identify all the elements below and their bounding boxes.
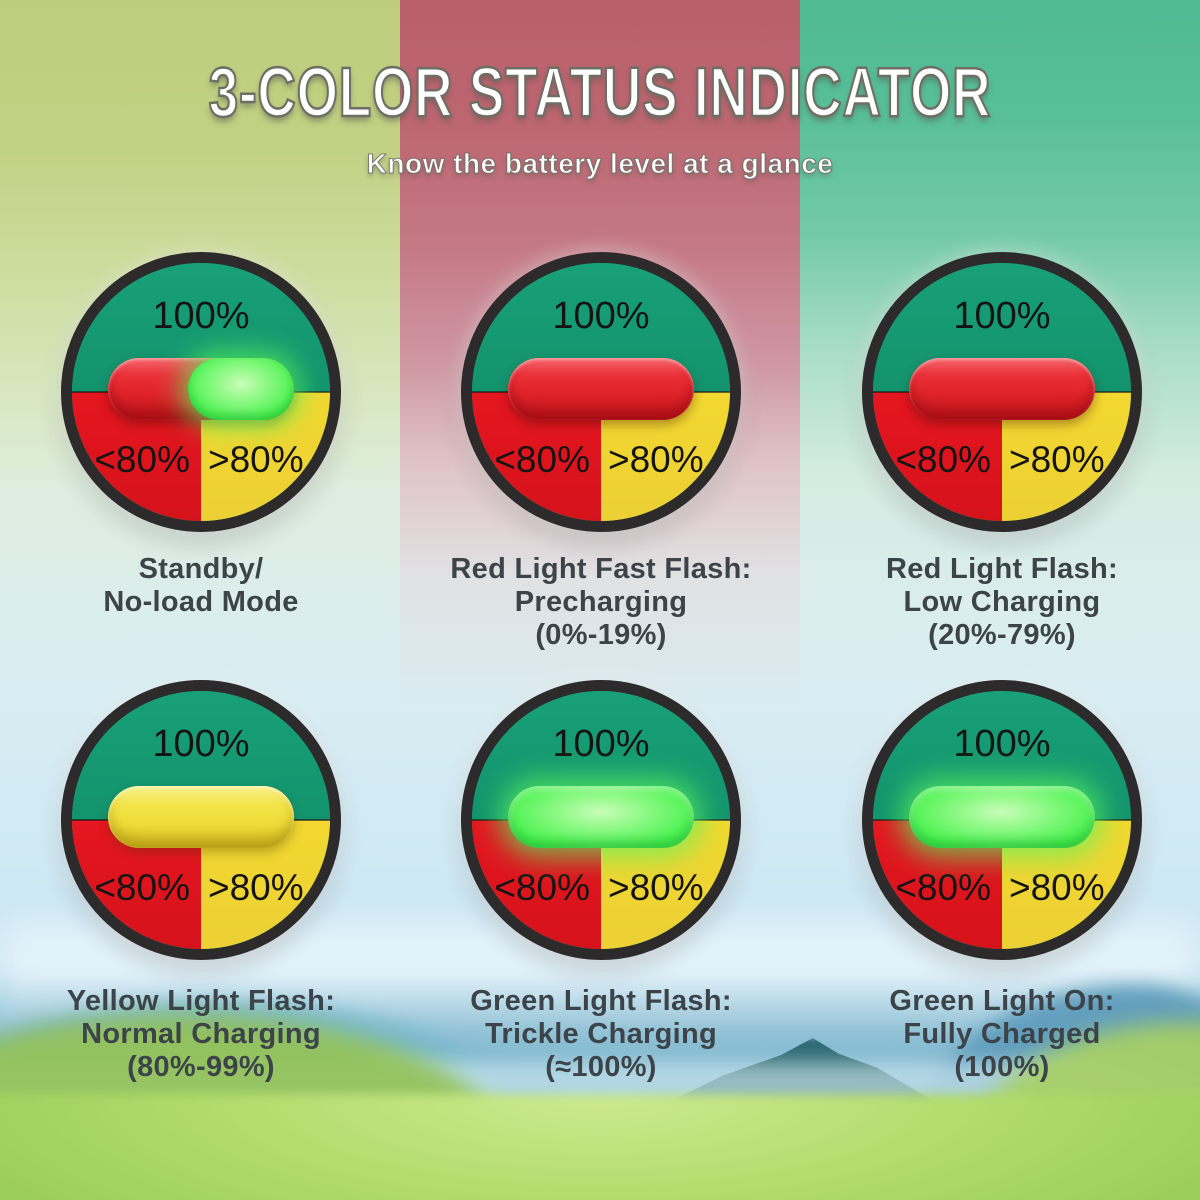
grass-field bbox=[0, 1094, 1200, 1200]
label-100: 100% bbox=[552, 295, 650, 337]
caption-line: Yellow Light Flash: bbox=[66, 985, 336, 1017]
caption-line: No-load Mode bbox=[103, 586, 299, 618]
label-under-80: <80% bbox=[494, 867, 590, 908]
label-over-80: >80% bbox=[1009, 439, 1105, 480]
caption-line: Red Light Fast Flash: bbox=[450, 553, 752, 585]
subtitle-wrap: Know the battery level at a glance bbox=[0, 148, 1200, 180]
label-over-80: >80% bbox=[208, 439, 304, 480]
caption-line: Precharging bbox=[514, 586, 688, 618]
label-under-80: <80% bbox=[94, 439, 190, 480]
indicator-dial-normal-charging: 100% <80% >80% bbox=[61, 680, 341, 960]
indicator-dial-trickle-charging: 100% <80% >80% bbox=[461, 680, 741, 960]
caption-fully-charged: Green Light On: Fully Charged (100%) bbox=[802, 985, 1200, 1084]
caption-standby: Standby/ No-load Mode bbox=[1, 553, 401, 619]
header: 3-COLOR STATUS INDICATOR bbox=[0, 52, 1200, 133]
led-pill-red bbox=[909, 358, 1095, 420]
caption-line: Low Charging bbox=[903, 586, 1101, 618]
caption-line: Green Light Flash: bbox=[470, 985, 732, 1017]
caption-line: Trickle Charging bbox=[484, 1018, 718, 1050]
caption-line: Normal Charging bbox=[81, 1018, 321, 1050]
caption-low-charging: Red Light Flash: Low Charging (20%-79%) bbox=[802, 553, 1200, 652]
caption-line: (100%) bbox=[954, 1051, 1050, 1083]
indicator-dial-low-charging: 100% <80% >80% bbox=[862, 252, 1142, 532]
led-pill-green bbox=[508, 786, 694, 848]
label-over-80: >80% bbox=[608, 439, 704, 480]
label-100: 100% bbox=[953, 723, 1051, 765]
caption-line: (0%-19%) bbox=[535, 619, 667, 651]
indicator-dial-standby: 100% <80% >80% bbox=[61, 252, 341, 532]
label-100: 100% bbox=[152, 295, 250, 337]
led-pill-split bbox=[108, 358, 294, 420]
led-pill-green-half bbox=[187, 358, 294, 420]
caption-line: (80%-99%) bbox=[127, 1051, 275, 1083]
label-100: 100% bbox=[152, 723, 250, 765]
caption-precharging: Red Light Fast Flash: Precharging (0%-19… bbox=[401, 553, 801, 652]
indicator-dial-precharging: 100% <80% >80% bbox=[461, 252, 741, 532]
label-100: 100% bbox=[953, 295, 1051, 337]
label-over-80: >80% bbox=[1009, 867, 1105, 908]
label-100: 100% bbox=[552, 723, 650, 765]
caption-line: Fully Charged bbox=[903, 1018, 1101, 1050]
caption-normal-charging: Yellow Light Flash: Normal Charging (80%… bbox=[1, 985, 401, 1084]
label-under-80: <80% bbox=[895, 867, 991, 908]
label-under-80: <80% bbox=[94, 867, 190, 908]
label-over-80: >80% bbox=[208, 867, 304, 908]
label-under-80: <80% bbox=[895, 439, 991, 480]
caption-line: Red Light Flash: bbox=[886, 553, 1118, 585]
led-pill-yellow bbox=[108, 786, 294, 848]
led-pill-red bbox=[508, 358, 694, 420]
label-over-80: >80% bbox=[608, 867, 704, 908]
caption-line: (≈100%) bbox=[545, 1051, 657, 1083]
label-under-80: <80% bbox=[494, 439, 590, 480]
page-subtitle: Know the battery level at a glance bbox=[366, 148, 834, 180]
caption-line: Standby/ bbox=[138, 553, 264, 585]
caption-line: Green Light On: bbox=[889, 985, 1115, 1017]
indicator-dial-fully-charged: 100% <80% >80% bbox=[862, 680, 1142, 960]
led-pill-green bbox=[909, 786, 1095, 848]
caption-trickle-charging: Green Light Flash: Trickle Charging (≈10… bbox=[401, 985, 801, 1084]
caption-line: (20%-79%) bbox=[928, 619, 1076, 651]
page-title: 3-COLOR STATUS INDICATOR bbox=[208, 52, 992, 133]
